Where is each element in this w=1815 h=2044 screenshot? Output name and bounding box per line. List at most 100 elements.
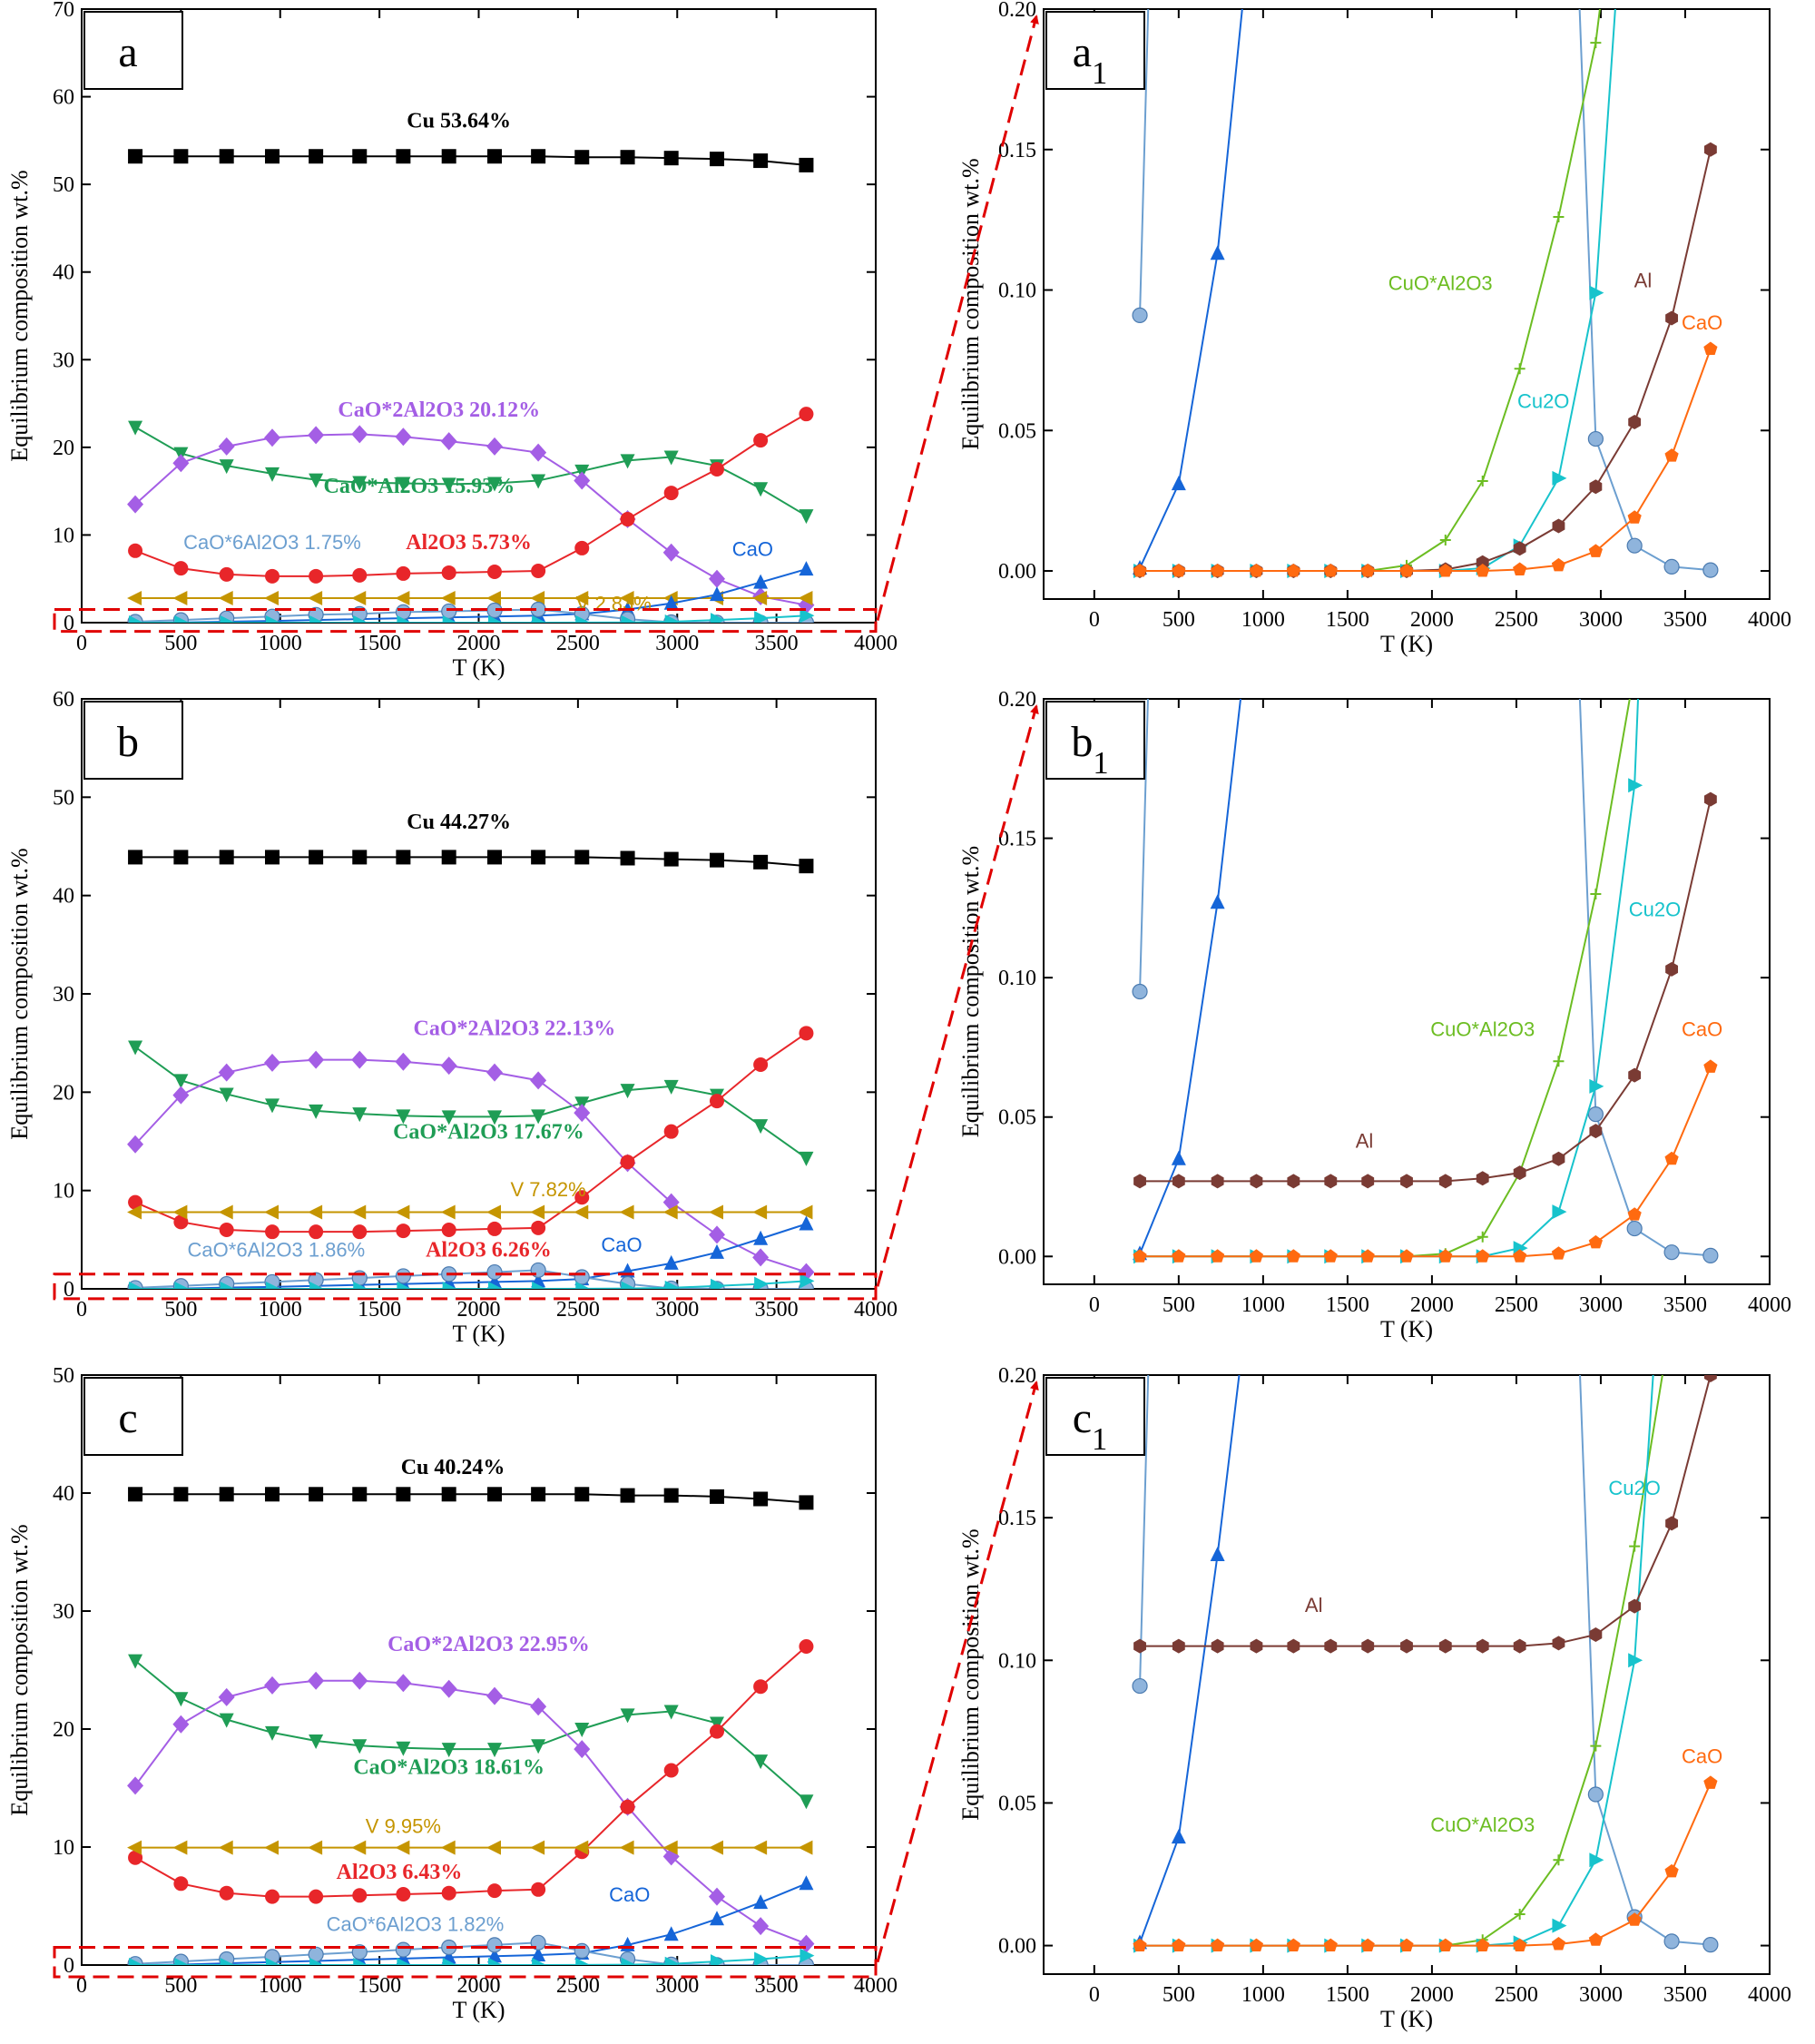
y-tick-label: 0.20 <box>998 688 1036 712</box>
data-point-al2o3 <box>173 1876 189 1892</box>
x-axis-label: T (K) <box>1380 1316 1433 1342</box>
data-point-cao-6al2o3 <box>1132 983 1148 1000</box>
data-point-v <box>351 1840 367 1855</box>
y-tick-label: 10 <box>53 1180 74 1204</box>
data-point-al <box>1250 1638 1263 1654</box>
data-point-cao <box>1171 476 1186 491</box>
data-point-cao <box>753 574 769 589</box>
data-point-cu2o <box>442 615 457 623</box>
series-line-cao-al2o3 <box>134 426 807 517</box>
data-point-cuo-al2o3 <box>1514 363 1526 375</box>
data-point-cao-al2o3 <box>487 477 502 492</box>
data-point-v <box>752 1204 768 1220</box>
data-point-al <box>1703 142 1717 157</box>
series-label-cu: Cu 44.27% <box>407 811 511 834</box>
data-point-cao-6al2o3 <box>395 1268 411 1284</box>
x-tick-label: 2000 <box>1410 1293 1454 1317</box>
data-point-cu2o <box>800 608 815 623</box>
panel-label: b <box>117 718 139 766</box>
data-point-cu <box>352 850 368 865</box>
data-point-v <box>530 1204 545 1220</box>
data-point-cu <box>309 850 324 865</box>
x-tick-label: 3500 <box>755 1298 799 1322</box>
data-point-cao-2al2o3 <box>440 1679 457 1698</box>
data-point-al2o3 <box>531 1220 546 1235</box>
data-point-cu2o <box>309 1958 325 1965</box>
data-point-cao_zoom <box>1211 1938 1225 1952</box>
data-point-cao_zoom <box>1588 1932 1603 1946</box>
panel-label-box <box>83 11 183 90</box>
zoom-highlight-box <box>53 1273 878 1301</box>
data-point-cao-al2o3 <box>663 450 679 466</box>
data-point-v <box>308 1204 323 1220</box>
data-point-v <box>619 1204 634 1220</box>
series-label-cao-al2o3: CaO*Al2O3 15.93% <box>324 475 515 498</box>
y-tick-label: 40 <box>53 261 74 285</box>
data-point-cao-2al2o3 <box>709 1887 725 1906</box>
x-tick-label: 2000 <box>457 632 501 655</box>
data-point-cao <box>1210 245 1225 260</box>
data-point-cu2o <box>353 1958 368 1965</box>
data-point-al2o3 <box>663 1124 679 1139</box>
data-point-v <box>308 1840 323 1855</box>
data-point-cao_zoom <box>1286 1938 1300 1952</box>
series-label-cao-al2o3: CaO*Al2O3 17.67% <box>393 1120 584 1144</box>
x-tick-label: 4000 <box>1748 1983 1791 2007</box>
series-label-cao: CaO <box>732 538 773 561</box>
data-point-cu2o <box>397 1282 412 1289</box>
data-point-v <box>662 1840 678 1855</box>
data-point-cao-2al2o3 <box>440 432 457 451</box>
data-point-cao_zoom <box>1399 1938 1414 1952</box>
data-point-cao_zoom <box>1551 557 1566 572</box>
x-tick-label: 1500 <box>1326 1293 1369 1317</box>
data-point-al2o3 <box>487 1883 502 1899</box>
data-point-cao-al2o3 <box>710 1716 724 1732</box>
series-line-cao <box>135 1882 807 1965</box>
data-point-cao_zoom <box>1664 1151 1679 1165</box>
data-point-cuo-al2o3 <box>1629 1540 1641 1552</box>
data-point-cao-6al2o3 <box>1587 1106 1604 1123</box>
data-point-cao_zoom <box>1133 564 1147 577</box>
data-point-v <box>574 1840 589 1855</box>
x-tick-label: 2500 <box>1495 1293 1538 1317</box>
x-axis-label: T (K) <box>452 1997 505 2023</box>
data-point-cao-al2o3 <box>173 1692 189 1707</box>
data-point-cu2o <box>397 615 412 623</box>
data-point-al2o3 <box>799 407 814 422</box>
series-label-v: V 7.82% <box>510 1178 585 1201</box>
data-point-cao-al2o3 <box>441 1110 456 1125</box>
data-point-cao-al2o3 <box>663 1705 679 1720</box>
data-point-v <box>798 590 813 605</box>
data-point-cao <box>710 586 724 602</box>
x-tick-label: 0 <box>76 1974 87 1998</box>
data-point-cao_zoom <box>1399 1249 1414 1263</box>
x-tick-label: 3500 <box>1663 1983 1707 2007</box>
data-point-al <box>1133 1638 1146 1654</box>
data-point-cu <box>753 1491 769 1507</box>
data-point-cao_zoom <box>1249 1249 1264 1263</box>
data-point-cao-2al2o3 <box>709 569 725 588</box>
zoom-highlight-box <box>53 608 878 634</box>
data-point-cao <box>753 1230 769 1245</box>
series-label-cao-2al2o3: CaO*2Al2O3 22.95% <box>388 1633 590 1656</box>
data-point-al2o3 <box>487 1221 502 1236</box>
data-point-cao_zoom <box>1323 1249 1338 1263</box>
data-point-al <box>1628 415 1642 429</box>
data-point-cu <box>531 149 546 164</box>
data-point-cu2o <box>754 1951 770 1965</box>
x-axis-label: T (K) <box>452 654 505 681</box>
data-point-v <box>172 1840 188 1855</box>
data-point-v <box>662 1204 678 1220</box>
data-point-cao-al2o3 <box>753 1119 769 1135</box>
y-axis-label: Equilibrium composition wt.% <box>6 1524 33 1815</box>
y-tick-label: 10 <box>53 524 74 547</box>
data-point-cao <box>663 1254 679 1270</box>
x-tick-label: 0 <box>76 632 87 655</box>
data-point-al <box>1552 1636 1565 1651</box>
data-point-cu2o <box>309 1282 325 1289</box>
series-label-cao_zoom: CaO <box>1682 1744 1722 1767</box>
data-point-cao_zoom <box>1172 1938 1186 1952</box>
panel-label-box <box>1045 701 1145 780</box>
data-point-cao-2al2o3 <box>486 1686 503 1705</box>
chart-panel-c1: 0 500 1000 1500 2000 2500 3000 3500 4000 0.00 0.05… <box>957 1364 1791 2032</box>
